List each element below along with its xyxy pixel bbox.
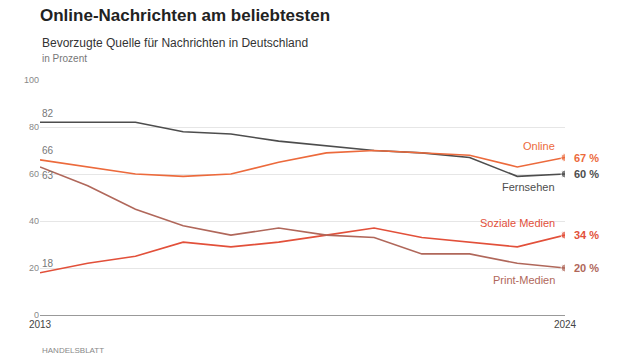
svg-text:Online: Online: [523, 140, 555, 152]
svg-text:34 %: 34 %: [574, 229, 599, 241]
svg-text:2024: 2024: [554, 319, 577, 330]
svg-text:Bevorzugte Quelle für Nachrich: Bevorzugte Quelle für Nachrichten in Deu…: [42, 36, 308, 50]
svg-text:20: 20: [29, 263, 39, 273]
svg-text:20 %: 20 %: [574, 262, 599, 274]
svg-text:2013: 2013: [29, 319, 52, 330]
svg-text:Online-Nachrichten am beliebte: Online-Nachrichten am beliebtesten: [40, 6, 330, 25]
svg-text:82: 82: [42, 108, 54, 119]
svg-text:60: 60: [29, 169, 39, 179]
svg-text:40: 40: [29, 216, 39, 226]
svg-text:Print-Medien: Print-Medien: [493, 274, 555, 286]
svg-text:100: 100: [24, 75, 39, 85]
svg-text:80: 80: [29, 122, 39, 132]
svg-text:HANDELSBLATT: HANDELSBLATT: [42, 346, 104, 355]
svg-text:Soziale Medien: Soziale Medien: [480, 217, 555, 229]
svg-text:18: 18: [42, 258, 54, 269]
svg-text:63: 63: [42, 170, 54, 181]
svg-text:in Prozent: in Prozent: [42, 53, 87, 64]
svg-text:67 %: 67 %: [574, 152, 599, 164]
svg-text:66: 66: [42, 145, 54, 156]
svg-text:0: 0: [34, 310, 39, 320]
svg-text:Fernsehen: Fernsehen: [502, 181, 555, 193]
svg-text:60 %: 60 %: [574, 168, 599, 180]
